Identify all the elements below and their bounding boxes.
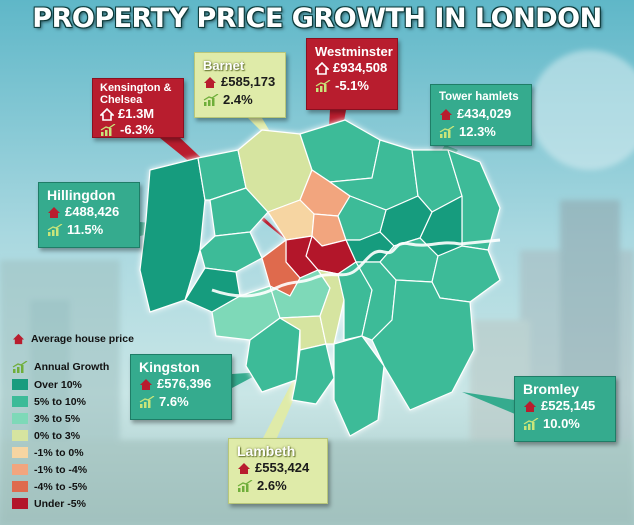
annual-growth: 2.4% xyxy=(223,92,253,107)
growth-chart-icon xyxy=(237,480,253,492)
legend-bin-label: -4% to -5% xyxy=(34,480,88,493)
annual-growth: 2.6% xyxy=(257,478,287,493)
borough-name: Barnet xyxy=(203,58,245,73)
legend-bin-label: 5% to 10% xyxy=(34,395,86,408)
average-price: £1.3M xyxy=(118,106,155,121)
house-icon xyxy=(315,61,329,75)
legend-bin-label: -1% to 0% xyxy=(34,446,84,459)
legend-bin: Over 10% xyxy=(12,376,142,393)
legend-bin: 5% to 10% xyxy=(12,393,142,410)
average-price: £576,396 xyxy=(157,376,212,391)
legend-swatch xyxy=(12,498,28,509)
callout-bromley: Bromley £525,145 10.0% xyxy=(514,376,616,442)
borough-name: Lambeth xyxy=(237,443,296,459)
legend-swatch xyxy=(12,447,28,458)
legend-bin: -4% to -5% xyxy=(12,478,142,495)
annual-growth: -6.3% xyxy=(120,122,154,137)
house-icon xyxy=(100,107,114,121)
growth-chart-icon xyxy=(139,396,155,408)
callout-kingston: Kingston £576,396 7.6% xyxy=(130,354,232,420)
legend-bin: Under -5% xyxy=(12,495,142,512)
borough-bexley xyxy=(431,245,501,303)
annual-growth: -5.1% xyxy=(335,78,369,93)
legend-price-label: Average house price xyxy=(31,333,134,345)
legend-bin-label: 0% to 3% xyxy=(34,429,81,442)
legend-swatch xyxy=(12,379,28,390)
legend-bin: -1% to -4% xyxy=(12,461,142,478)
callout-lambeth: Lambeth £553,424 2.6% xyxy=(228,438,328,504)
growth-chart-icon xyxy=(100,124,116,136)
callout-tower-hamlets: Tower hamlets £434,029 12.3% xyxy=(430,84,532,146)
borough-brent xyxy=(209,187,269,237)
callout-kensington: Kensington & Chelsea £1.3M -6.3% xyxy=(92,78,184,138)
legend-bin-label: Under -5% xyxy=(34,497,86,510)
borough-name: Kingston xyxy=(139,359,200,375)
house-icon xyxy=(440,108,452,120)
average-price: £553,424 xyxy=(255,460,310,475)
page-title: PROPERTY PRICE GROWTH IN LONDON xyxy=(32,3,602,34)
legend-bin-label: 3% to 5% xyxy=(34,412,81,425)
legend-bin: -1% to 0% xyxy=(12,444,142,461)
average-price: £525,145 xyxy=(541,398,596,413)
annual-growth: 12.3% xyxy=(459,124,496,139)
legend-swatch xyxy=(12,464,28,475)
borough-name: Westminster xyxy=(315,44,393,59)
legend-swatch xyxy=(12,430,28,441)
growth-chart-icon xyxy=(315,80,331,92)
map-legend: Average house price Annual Growth Over 1… xyxy=(12,330,142,512)
house-icon xyxy=(204,76,216,88)
borough-name: Kensington & Chelsea xyxy=(100,82,172,106)
borough-bromley xyxy=(371,279,475,411)
legend-growth-key: Annual Growth xyxy=(12,358,142,376)
growth-chart-icon xyxy=(12,361,28,373)
callout-barnet: Barnet £585,173 2.4% xyxy=(194,52,286,118)
annual-growth: 10.0% xyxy=(543,416,580,431)
callout-hillingdon: Hillingdon £488,426 11.5% xyxy=(38,182,140,248)
legend-price-key: Average house price xyxy=(12,330,142,348)
growth-chart-icon xyxy=(47,224,63,236)
legend-growth-label: Annual Growth xyxy=(34,361,110,373)
borough-name: Hillingdon xyxy=(47,187,116,203)
house-icon xyxy=(48,206,60,218)
river-thames xyxy=(211,238,501,298)
average-price: £934,508 xyxy=(333,60,388,75)
borough-name: Bromley xyxy=(523,381,580,397)
legend-swatch xyxy=(12,481,28,492)
legend-bin: 3% to 5% xyxy=(12,410,142,427)
annual-growth: 7.6% xyxy=(159,394,189,409)
average-price: £585,173 xyxy=(221,74,276,89)
legend-bin: 0% to 3% xyxy=(12,427,142,444)
house-icon xyxy=(12,333,25,345)
growth-chart-icon xyxy=(203,94,219,106)
legend-bin-label: -1% to -4% xyxy=(34,463,88,476)
legend-bin-label: Over 10% xyxy=(34,378,82,391)
house-icon xyxy=(524,400,536,412)
growth-chart-icon xyxy=(439,126,455,138)
legend-swatch xyxy=(12,413,28,424)
growth-chart-icon xyxy=(523,418,539,430)
house-icon xyxy=(238,462,250,474)
legend-swatch xyxy=(12,396,28,407)
pointer-bromley xyxy=(462,392,515,414)
average-price: £488,426 xyxy=(65,204,120,219)
annual-growth: 11.5% xyxy=(67,222,104,237)
borough-ealing xyxy=(199,231,263,273)
average-price: £434,029 xyxy=(457,106,512,121)
borough-name: Tower hamlets xyxy=(439,91,519,103)
borough-croydon xyxy=(333,335,385,437)
callout-westminster: Westminster £934,508 -5.1% xyxy=(306,38,398,110)
house-icon xyxy=(140,378,152,390)
